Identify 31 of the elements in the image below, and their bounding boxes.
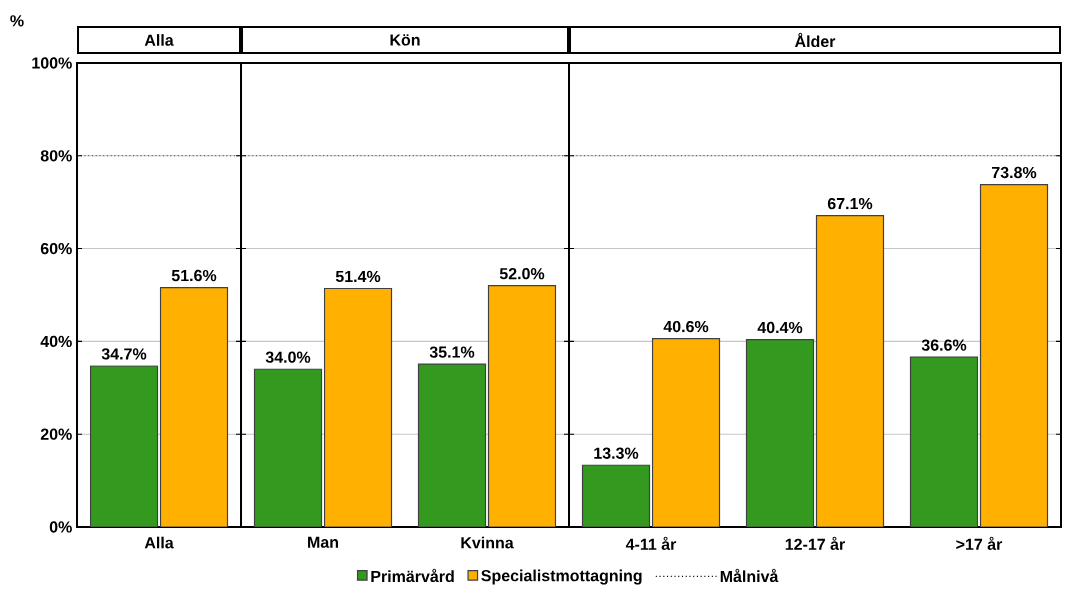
y-tick-label: 0% bbox=[49, 521, 72, 533]
legend-label: Målnivå bbox=[720, 568, 779, 583]
y-tick-label: 100% bbox=[32, 57, 72, 69]
y-tick-label: 60% bbox=[40, 242, 72, 255]
y-tick-label: 20% bbox=[40, 428, 72, 440]
x-tick-label: Alla bbox=[144, 536, 174, 549]
y-tick-label: 40% bbox=[40, 335, 72, 348]
data-label: 36.6% bbox=[921, 339, 967, 351]
data-label: 34.7% bbox=[101, 348, 147, 360]
x-tick-label: >17 år bbox=[956, 536, 1003, 551]
data-label: 73.8% bbox=[992, 166, 1037, 179]
y-tick-label: 80% bbox=[40, 150, 72, 162]
data-label: 40.4% bbox=[757, 321, 803, 334]
data-label: 40.6% bbox=[663, 320, 709, 333]
chart-title: Ålder bbox=[794, 32, 836, 48]
data-label: 13.3% bbox=[594, 447, 639, 459]
y-axis-title: % bbox=[10, 15, 24, 27]
data-label: 35.1% bbox=[429, 346, 475, 358]
x-tick-label: 4-11 år bbox=[625, 536, 677, 551]
data-label: 51.4% bbox=[335, 270, 381, 283]
data-label: 67.1% bbox=[827, 197, 873, 210]
data-label: 52.0% bbox=[499, 268, 545, 280]
data-label: 51.6% bbox=[171, 269, 217, 282]
x-tick-label: 12-17 år bbox=[785, 536, 845, 551]
chart-title: Alla bbox=[144, 34, 174, 46]
data-label: 34.0% bbox=[265, 351, 311, 363]
chart-title: Kön bbox=[390, 34, 420, 46]
x-tick-label: Kvinna bbox=[461, 536, 514, 549]
legend-label: Primärvård bbox=[371, 568, 454, 583]
x-tick-label: Man bbox=[308, 536, 339, 548]
legend-label: Specialistmottagning bbox=[481, 569, 642, 585]
